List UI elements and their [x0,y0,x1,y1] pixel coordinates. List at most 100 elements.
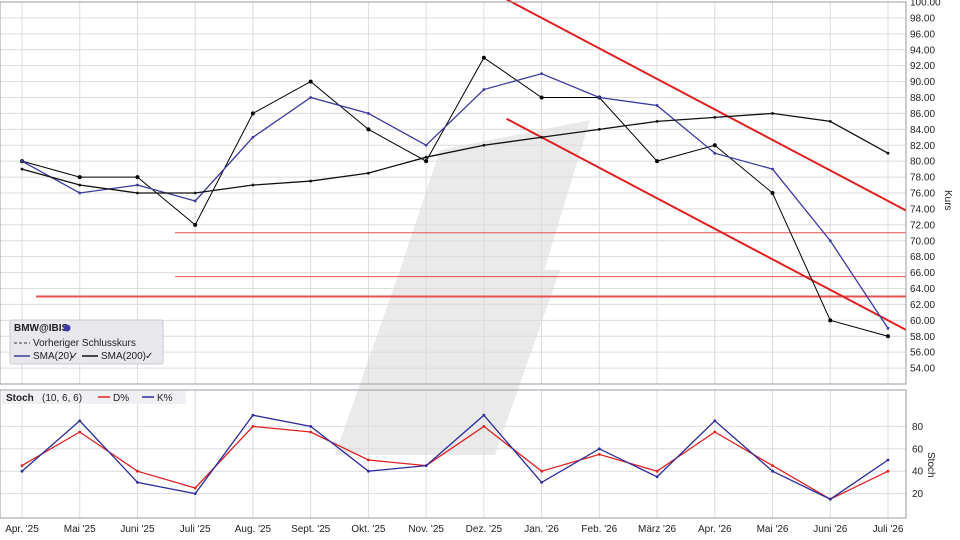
data-point [886,334,890,339]
stoch-point [886,458,890,462]
stoch-point [136,481,139,484]
price-y-tick-label: 70.00 [910,236,935,247]
stoch-point [482,425,486,428]
price-y-tick-label: 82.00 [910,141,935,152]
stoch-grid [0,390,906,518]
legend-sma200: SMA(200) [101,351,146,362]
data-point [193,191,197,195]
x-tick-label: Dez. '25 [466,524,503,535]
stoch-point [424,464,428,467]
stoch-point [713,419,717,423]
series-line-sma-200- [21,112,889,194]
data-point [424,159,429,164]
stoch-point [771,464,774,467]
data-point [655,159,660,164]
data-point [367,112,370,115]
check-icon[interactable]: ✓ [70,351,78,362]
data-point [771,167,774,171]
stoch-y-tick-label: 40 [912,467,924,478]
stoch-point [78,419,82,423]
price-y-tick-label: 98.00 [910,13,935,24]
data-point [713,115,717,119]
price-series [20,0,907,339]
data-point [540,135,543,139]
price-y-tick-label: 68.00 [910,252,935,263]
data-point [540,72,543,76]
data-point [135,175,140,180]
data-point [251,183,255,187]
x-tick-label: März '26 [638,524,676,535]
data-point [193,222,198,227]
data-point [886,326,890,330]
stoch-point [597,453,601,456]
trend-channel-line [506,117,907,331]
stoch-y-tick-label: 20 [912,489,924,500]
watermark-logo [335,120,590,455]
data-point [886,151,890,155]
stoch-point [540,469,543,473]
price-y-tick-label: 64.00 [910,284,935,295]
stoch-d-label: D% [113,393,129,404]
price-y-tick-label: 62.00 [910,300,935,311]
price-y-tick-label: 86.00 [910,109,935,120]
price-y-tick-label: 90.00 [910,77,935,88]
data-point [309,179,313,183]
data-point [770,191,775,195]
data-point [309,96,313,99]
data-point [136,191,139,195]
data-point [828,239,832,243]
stoch-point [367,458,370,462]
stoch-point [193,492,197,495]
price-y-tick-label: 100.00 [910,0,941,9]
data-point [597,96,601,99]
x-tick-label: Feb. '26 [581,524,617,535]
stoch-point [771,469,774,473]
stoch-point [655,475,659,479]
price-y-tick-label: 66.00 [910,268,935,279]
data-point [20,167,24,171]
x-tick-label: Juli '26 [873,524,904,535]
x-tick-label: Apr. '26 [698,524,732,535]
data-point [136,183,139,187]
stoch-y-ticks: 20 40 60 80 [912,422,924,500]
data-point [771,112,774,115]
x-tick-label: Sept. '25 [291,524,331,535]
price-y-tick-label: 72.00 [910,220,935,231]
legend-box [9,319,164,365]
price-y-tick-label: 54.00 [910,364,935,375]
legend-prev-close: Vorheriger Schlusskurs [33,338,136,349]
stoch-point [251,413,255,417]
info-icon[interactable] [63,324,71,332]
price-y-tick-label: 78.00 [910,173,935,184]
stoch-point [886,469,890,473]
price-axis-label: Kurs [942,190,953,211]
price-y-tick-label: 60.00 [910,316,935,327]
stoch-title: Stoch [6,393,34,404]
data-point [655,104,659,107]
stoch-point [251,425,255,428]
data-point [20,159,24,163]
series-line-bmw-ibis [21,56,889,337]
stoch-axis-label: Stoch [925,452,936,478]
data-point [713,151,717,155]
data-point [424,143,428,147]
stoch-point [309,430,313,434]
data-point [193,199,197,203]
x-tick-label: Jan. '26 [524,524,559,535]
data-point [366,127,371,132]
stoch-legend: Stoch (10, 6, 6) D% K% [2,391,186,404]
price-panel-frame [0,1,907,385]
data-point [481,55,486,60]
price-y-tick-label: 96.00 [910,29,935,40]
stoch-point [193,486,197,490]
data-point [308,79,313,84]
trend-channel-line [506,0,907,212]
stoch-point [655,469,659,473]
stoch-point [20,464,24,467]
price-y-tick-label: 84.00 [910,125,935,136]
stoch-point [540,481,543,484]
stoch-series [20,413,890,501]
stoch-legend-box [2,391,186,404]
check-icon[interactable]: ✓ [145,351,153,362]
data-point [78,183,82,187]
